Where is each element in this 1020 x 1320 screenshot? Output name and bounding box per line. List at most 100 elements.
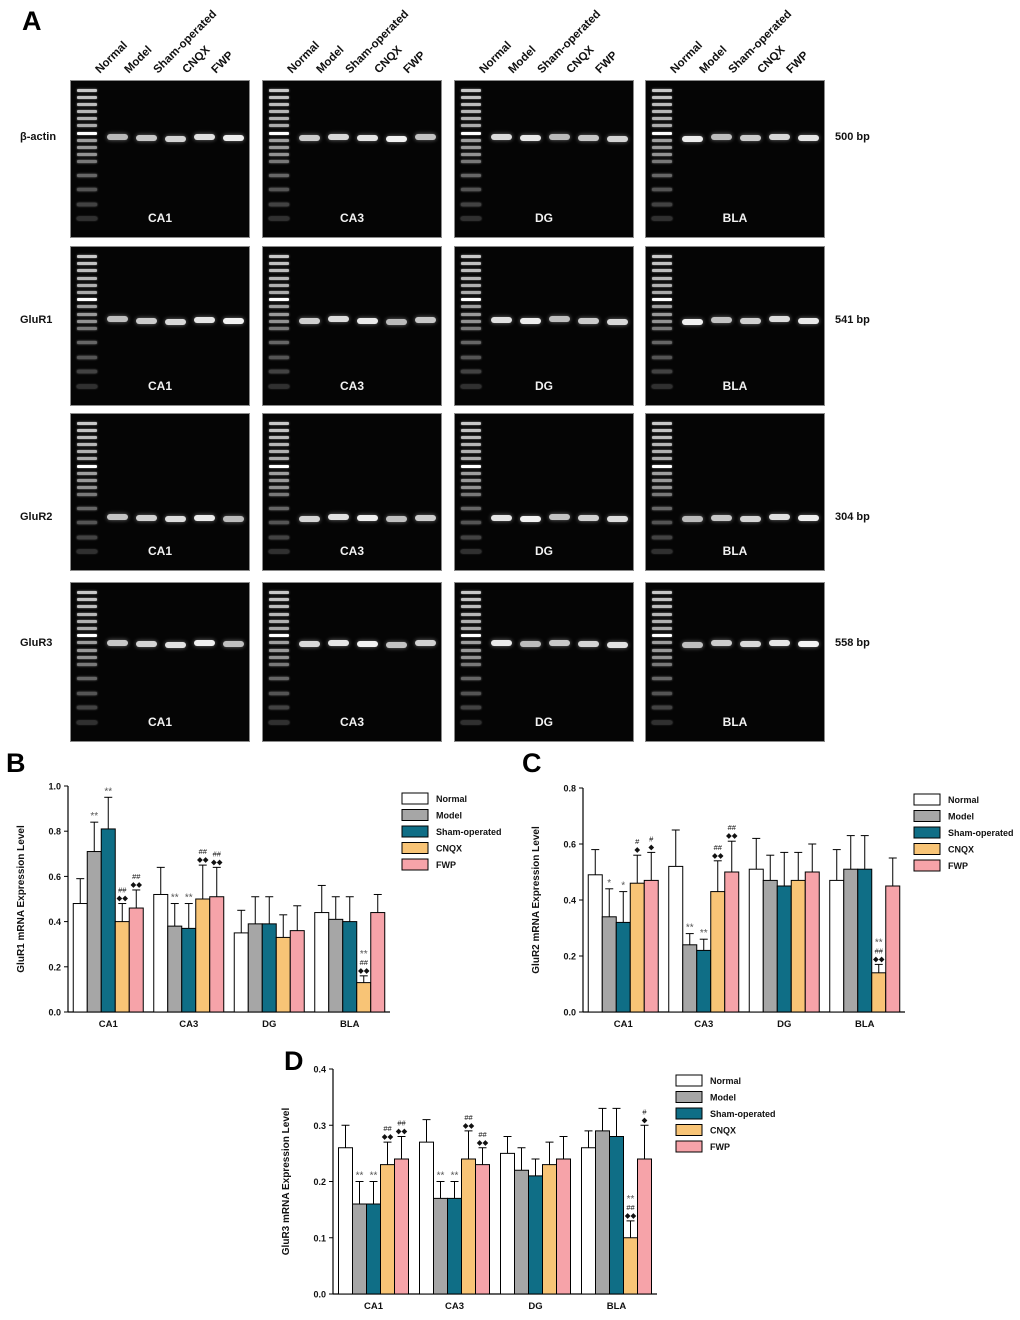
ladder-band (652, 276, 672, 280)
ladder-band (461, 319, 481, 323)
y-tick-label: 0.4 (563, 896, 576, 906)
ladder-band (77, 641, 97, 645)
significance-mark: ## (626, 1203, 635, 1212)
bar (342, 921, 358, 1013)
x-tick-label: CA1 (364, 1301, 384, 1312)
sample-band (578, 317, 599, 324)
sample-band (491, 514, 512, 521)
significance-mark: ◆◆ (382, 1132, 395, 1141)
ladder-band (269, 276, 289, 280)
ladder-band (461, 485, 481, 489)
sample-band (520, 515, 541, 522)
ladder-band (77, 677, 97, 681)
bar (275, 936, 291, 1013)
significance-mark: ## (360, 958, 369, 967)
sample-band (740, 641, 761, 648)
sample-band (386, 516, 407, 523)
sample-band (711, 317, 732, 323)
ladder-band (652, 341, 672, 345)
ladder-band (652, 720, 672, 724)
ladder-band (652, 152, 672, 156)
ladder-band (652, 443, 672, 447)
sample-band (607, 136, 628, 143)
gel-image: CA1 (70, 80, 250, 238)
ladder-band (461, 549, 481, 553)
bar (314, 912, 330, 1013)
legend-swatch (401, 858, 429, 871)
ladder-band (461, 648, 481, 652)
ladder-band (652, 174, 672, 178)
significance-mark: ** (686, 923, 694, 934)
ladder-band (269, 535, 289, 539)
legend-swatch (675, 1140, 703, 1153)
ladder-band (652, 619, 672, 623)
significance-mark: ◆◆ (211, 857, 224, 866)
ladder-band (652, 138, 672, 142)
gel-image: DG (454, 80, 634, 238)
ladder-band (269, 216, 289, 220)
x-tick-label: BLA (340, 1019, 360, 1030)
bar (637, 1158, 652, 1295)
ladder-band (652, 591, 672, 594)
ladder-band (77, 720, 97, 724)
bar (328, 918, 344, 1013)
ladder-band (77, 152, 97, 156)
dna-ladder (461, 247, 481, 405)
ladder-band (77, 663, 97, 666)
ladder-band (77, 291, 97, 294)
bp-label: 304 bp (835, 511, 870, 524)
ladder-band (77, 591, 97, 594)
significance-mark: ** (171, 893, 179, 904)
significance-mark: ◆◆ (726, 831, 739, 840)
ladder-band (652, 429, 672, 432)
sample-band (769, 133, 790, 140)
significance-mark: ◆◆ (873, 954, 886, 963)
ladder-band (77, 355, 97, 359)
legend-label: Normal (948, 795, 979, 805)
ladder-band (269, 138, 289, 142)
ladder-band (652, 145, 672, 149)
dna-ladder (652, 247, 672, 405)
ladder-band (461, 88, 481, 92)
sample-band (798, 134, 819, 141)
sample-band (520, 135, 541, 142)
sample-band (299, 318, 320, 325)
ladder-band (77, 202, 97, 206)
sample-band (491, 134, 512, 141)
legend-label: Sham-operated (710, 1109, 776, 1119)
gel-image: BLA (645, 413, 825, 571)
ladder-band (77, 160, 97, 163)
ladder-band (269, 110, 289, 114)
bar (581, 1147, 596, 1295)
ladder-band (461, 429, 481, 432)
ladder-band (269, 634, 289, 638)
y-tick-label: 0.0 (48, 1008, 61, 1018)
ladder-band (461, 298, 481, 302)
significance-mark: ** (90, 811, 98, 822)
significance-mark: * (621, 881, 625, 892)
sample-band (107, 133, 128, 140)
dna-ladder (77, 81, 97, 237)
ladder-band (652, 421, 672, 425)
dna-ladder (77, 583, 97, 741)
ladder-band (461, 605, 481, 609)
bar (829, 879, 845, 1013)
bar (247, 923, 263, 1013)
sample-band (491, 640, 512, 647)
gel-image: BLA (645, 582, 825, 742)
significance-mark: ** (185, 893, 193, 904)
ladder-band (77, 605, 97, 609)
bar (86, 851, 102, 1013)
ladder-band (269, 677, 289, 681)
significance-mark: ## (875, 946, 884, 955)
bar (629, 882, 645, 1013)
lane-label: FWP (401, 49, 429, 76)
bar (114, 921, 130, 1013)
ladder-band (77, 706, 97, 710)
dna-ladder (269, 414, 289, 570)
ladder-band (652, 305, 672, 309)
y-tick-label: 0.6 (48, 872, 61, 882)
ladder-band (269, 174, 289, 178)
ladder-band (77, 485, 97, 489)
legend-label: CNQX (436, 844, 462, 854)
